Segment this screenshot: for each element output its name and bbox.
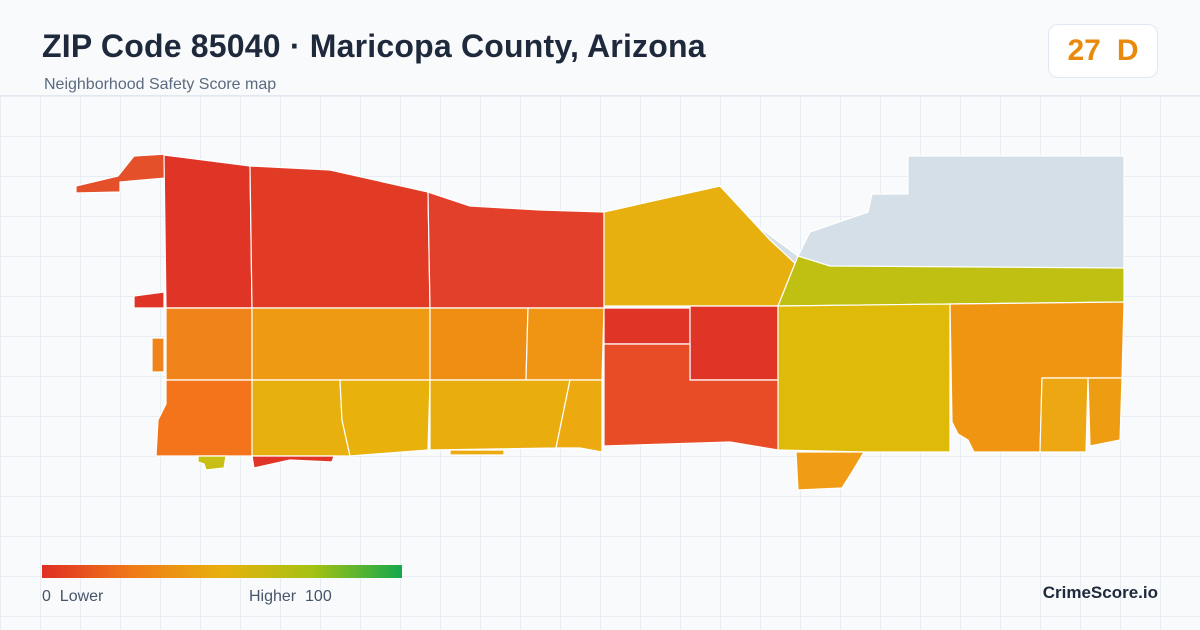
map-zone-south-4[interactable] (429, 379, 571, 451)
map-zone-southwest-1[interactable] (197, 455, 227, 471)
map-zone-southeast-3[interactable] (1087, 377, 1123, 447)
legend-min-label: 0 Lower (42, 588, 103, 606)
safety-score-grade: D (1116, 34, 1139, 67)
safety-score-card: 27 D (1048, 24, 1158, 78)
map-zone-north-1[interactable] (163, 154, 253, 309)
map-zone-southeast-2[interactable] (1039, 377, 1089, 453)
map-zone-south-1[interactable] (155, 379, 253, 457)
map-zone-northeast-band[interactable] (777, 255, 1125, 307)
map-zone-southwest-2[interactable] (251, 455, 335, 469)
map-zone-south-6[interactable] (603, 343, 779, 451)
map-zone-east-2[interactable] (949, 301, 1125, 453)
page-subtitle: Neighborhood Safety Score map (44, 76, 277, 93)
map-zone-south-3[interactable] (339, 379, 431, 457)
legend-max-label: Higher 100 (249, 588, 332, 606)
map-zone-middle-1[interactable] (165, 307, 253, 381)
map-zone-middle-4[interactable] (525, 307, 605, 381)
safety-score-value: 27 (1067, 34, 1101, 67)
page-title: ZIP Code 85040 · Maricopa County, Arizon… (42, 28, 706, 64)
map-zone-southeast-1[interactable] (795, 451, 865, 491)
map-zone-south-5[interactable] (555, 379, 603, 453)
map-zone-nw-strip[interactable] (75, 153, 167, 194)
map-zone-middle-3[interactable] (429, 307, 529, 381)
map-zone-south-5[interactable] (449, 449, 505, 456)
map-zone-north-2[interactable] (249, 165, 431, 309)
map-zone-south-2[interactable] (251, 379, 351, 457)
map-zone-east-1[interactable] (777, 303, 951, 453)
map-zone-north-3[interactable] (427, 191, 605, 309)
legend-gradient-bar (42, 565, 402, 578)
legend-min-value: 0 (42, 588, 51, 605)
map-zone-middle-2[interactable] (251, 307, 431, 381)
map-zone-middle-5[interactable] (603, 307, 691, 345)
legend-min-text: Lower (59, 588, 104, 605)
header-divider (0, 95, 1200, 96)
map-zone-middle-6[interactable] (689, 305, 779, 381)
brand-logo-text: CrimeScore.io (1042, 583, 1158, 602)
legend-max-text: Higher (249, 588, 297, 605)
map-zone-north-1[interactable] (133, 291, 165, 309)
map-zone-middle-1[interactable] (151, 337, 165, 373)
legend-max-value: 100 (305, 588, 332, 605)
map-zone-north-4[interactable] (603, 185, 799, 307)
